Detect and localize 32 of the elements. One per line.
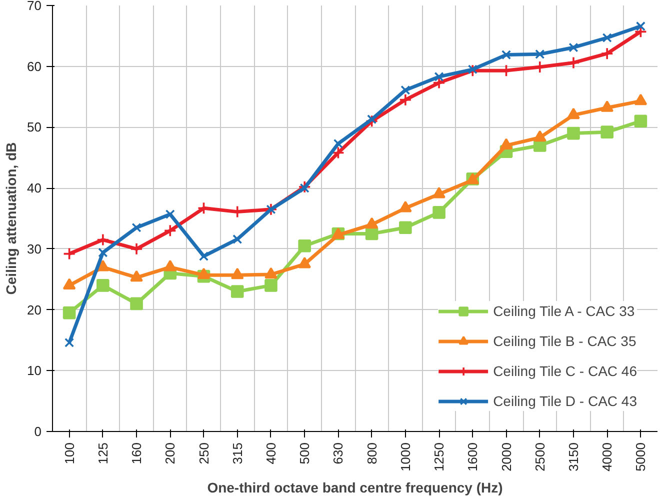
x-tick-label: 1600 [465, 442, 480, 472]
legend-label: Ceiling Tile D - CAC 43 [493, 393, 637, 409]
legend-label: Ceiling Tile B - CAC 35 [493, 333, 636, 349]
x-tick-label: 2500 [532, 442, 548, 472]
x-tick-label: 3150 [566, 442, 581, 472]
y-tick-label: 0 [34, 424, 42, 439]
legend-label: Ceiling Tile A - CAC 33 [493, 303, 635, 319]
x-tick-label: 4000 [600, 442, 615, 472]
x-tick-label: 500 [297, 442, 312, 464]
y-tick-label: 50 [27, 120, 42, 135]
x-tick-label: 5000 [633, 442, 648, 472]
y-tick-label: 10 [27, 363, 42, 378]
legend-label: Ceiling Tile C - CAC 46 [493, 363, 637, 379]
y-tick-label: 30 [27, 241, 42, 256]
y-tick-label: 70 [27, 0, 42, 13]
y-tick-label: 20 [27, 302, 42, 318]
x-tick-label: 2000 [498, 442, 514, 472]
x-tick-label: 1250 [432, 442, 447, 472]
x-tick-label: 100 [62, 442, 77, 464]
x-axis-title: One-third octave band centre frequency (Hz) [207, 479, 503, 496]
x-tick-label: 800 [364, 442, 380, 464]
x-tick-label: 200 [162, 442, 178, 464]
x-tick-label: 315 [230, 442, 245, 464]
x-tick-label: 1000 [398, 442, 413, 472]
x-tick-label: 125 [95, 442, 110, 464]
x-tick-label: 400 [263, 442, 278, 464]
y-axis-title: Ceiling attenuation, dB [3, 142, 20, 295]
x-tick-label: 630 [330, 442, 346, 464]
y-tick-label: 40 [27, 180, 42, 196]
x-tick-label: 160 [129, 442, 144, 464]
y-tick-label: 60 [27, 58, 42, 74]
x-tick-label: 250 [196, 442, 212, 464]
